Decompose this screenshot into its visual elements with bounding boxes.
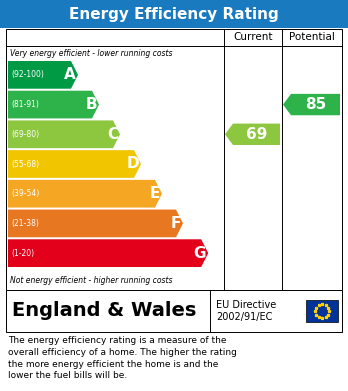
Text: England & Wales: England & Wales (12, 301, 196, 321)
Text: Current: Current (233, 32, 273, 43)
Text: EU Directive
2002/91/EC: EU Directive 2002/91/EC (216, 300, 276, 322)
Text: G: G (194, 246, 206, 261)
Text: The energy efficiency rating is a measure of the
overall efficiency of a home. T: The energy efficiency rating is a measur… (8, 336, 237, 380)
Text: D: D (126, 156, 139, 172)
Text: A: A (64, 67, 76, 83)
Polygon shape (283, 94, 340, 115)
Text: (69-80): (69-80) (11, 130, 39, 139)
Polygon shape (8, 91, 99, 118)
Text: B: B (85, 97, 97, 112)
Text: 85: 85 (305, 97, 326, 112)
Text: Potential: Potential (289, 32, 335, 43)
Text: F: F (171, 216, 181, 231)
Text: Not energy efficient - higher running costs: Not energy efficient - higher running co… (10, 276, 173, 285)
Polygon shape (8, 150, 141, 178)
Bar (306, 300, 338, 322)
Polygon shape (8, 180, 162, 208)
Polygon shape (8, 239, 208, 267)
Text: (1-20): (1-20) (11, 249, 34, 258)
Bar (6, 290, 342, 332)
Text: (55-68): (55-68) (11, 160, 39, 169)
Text: (81-91): (81-91) (11, 100, 39, 109)
Text: E: E (150, 186, 160, 201)
Bar (0, 0, 348, 28)
Text: (21-38): (21-38) (11, 219, 39, 228)
Text: (92-100): (92-100) (11, 70, 44, 79)
Polygon shape (8, 61, 78, 89)
Text: Very energy efficient - lower running costs: Very energy efficient - lower running co… (10, 49, 173, 58)
Text: (39-54): (39-54) (11, 189, 39, 198)
Text: C: C (107, 127, 118, 142)
Polygon shape (225, 124, 280, 145)
Polygon shape (8, 120, 120, 148)
Text: 69: 69 (246, 127, 267, 142)
Text: Energy Efficiency Rating: Energy Efficiency Rating (69, 7, 279, 22)
Polygon shape (8, 210, 183, 237)
Bar (6, 29, 342, 290)
